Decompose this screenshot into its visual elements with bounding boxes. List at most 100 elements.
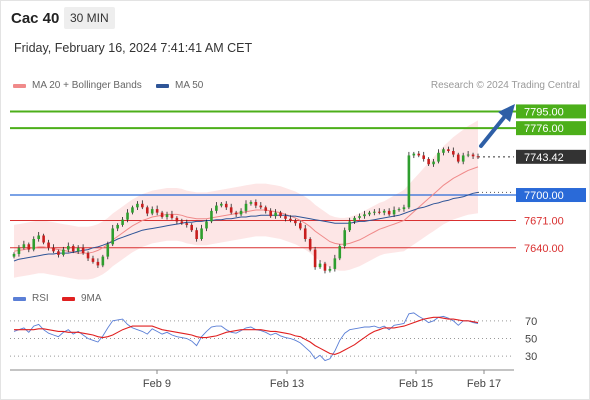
candle-body (116, 224, 119, 229)
candle-body (37, 235, 40, 240)
candle-body (294, 220, 297, 224)
candle-body (205, 221, 208, 229)
candle-body (106, 244, 110, 257)
candle-body (353, 217, 356, 222)
level-label-3: 7700.00 (524, 190, 564, 202)
datetime-label: Friday, February 16, 2024 7:41:41 AM CET (14, 41, 253, 55)
candle-body (358, 216, 361, 218)
candle-body (101, 256, 105, 266)
candle-body (76, 247, 80, 252)
candle-body (229, 207, 233, 213)
candle-body (190, 224, 194, 231)
candle-body (476, 156, 480, 158)
x-tick-label: Feb 13 (270, 378, 304, 390)
candle-body (412, 153, 416, 156)
candle-body (274, 212, 277, 217)
level-label-4: 7671.00 (524, 216, 564, 228)
candle-body (318, 263, 322, 268)
candle-body (368, 212, 371, 215)
last-price-badge (516, 149, 586, 164)
credit-text: Research © 2024 Trading Central (430, 80, 580, 91)
candle-body (81, 247, 85, 254)
candle-body (111, 228, 115, 245)
candle-body (96, 261, 100, 266)
bollinger-swatch (13, 83, 26, 88)
legend-bollinger-label: MA 20 + Bollinger Bands (32, 80, 142, 91)
candle-body (338, 246, 342, 259)
candle-body (432, 161, 435, 165)
chart-header: Cac 40 30 MIN (0, 0, 590, 36)
candle-body (150, 209, 154, 214)
rsi-series-9ma (14, 316, 479, 355)
candle-body (220, 203, 223, 206)
candle-body (121, 219, 124, 225)
candle-body (170, 214, 174, 218)
candle-body (234, 212, 238, 215)
ma50-line (13, 191, 479, 262)
ma50-swatch (156, 83, 169, 88)
candle-body (12, 253, 16, 257)
candle-body (131, 207, 134, 213)
candle-body (66, 246, 70, 250)
rsi-series-rsi (13, 312, 479, 362)
forecast-arrow-head (498, 104, 515, 122)
candle-body (284, 216, 287, 219)
candle-body (71, 246, 75, 252)
rsi-swatch (13, 296, 26, 301)
candle-body (145, 207, 149, 214)
candle-body (373, 211, 376, 213)
timeframe-button[interactable]: 30 MIN (64, 7, 115, 29)
candle-body (126, 212, 129, 220)
level-label-0: 7795.00 (524, 106, 564, 118)
candle-body (456, 154, 460, 162)
candle-body (160, 212, 164, 218)
candle-body (22, 244, 26, 248)
candle-body (417, 153, 421, 156)
level-badge-0 (516, 104, 586, 119)
candle-body (141, 203, 144, 208)
ma9-swatch (62, 296, 75, 301)
legend-ma50: MA 50 (156, 80, 203, 91)
candle-body (86, 253, 90, 259)
candle-body (175, 217, 179, 222)
candle-body (402, 207, 406, 210)
candle-body (452, 151, 455, 155)
forecast-arrow-shaft (479, 113, 508, 148)
candle-body (289, 218, 292, 221)
legend-bollinger: MA 20 + Bollinger Bands (13, 80, 142, 91)
x-tick-label: Feb 15 (399, 378, 433, 390)
candle-body (42, 235, 45, 243)
bollinger-band (14, 120, 478, 280)
level-label-5: 7640.00 (524, 243, 564, 255)
candle-body (57, 251, 60, 255)
level-badge-1 (516, 121, 586, 136)
candle-body (185, 223, 189, 225)
rsi-tick-label: 30 (525, 351, 537, 363)
candle-body (136, 203, 139, 208)
candle-body (392, 209, 396, 215)
candle-body (47, 242, 50, 248)
rsi-tick-label: 70 (525, 316, 537, 328)
candle-body (264, 207, 268, 211)
legend-ma50-label: MA 50 (175, 80, 204, 91)
candle-body (91, 258, 95, 262)
candle-body (200, 228, 203, 240)
legend-rsi-label: RSI (32, 293, 49, 304)
candle-body (254, 202, 258, 206)
candle-body (210, 210, 213, 222)
candle-body (215, 205, 218, 211)
candle-body (348, 221, 351, 231)
candle-body (17, 247, 21, 254)
candle-body (397, 209, 401, 211)
candle-body (269, 210, 272, 217)
candle-body (249, 202, 253, 204)
candle-body (466, 154, 470, 156)
candle-body (407, 155, 411, 208)
level-badge-3 (516, 188, 586, 203)
legend-rsi: RSI (13, 293, 49, 304)
candle-body (195, 230, 198, 240)
level-label-1: 7776.00 (524, 123, 564, 135)
candle-body (224, 203, 228, 208)
candle-body (165, 214, 169, 218)
